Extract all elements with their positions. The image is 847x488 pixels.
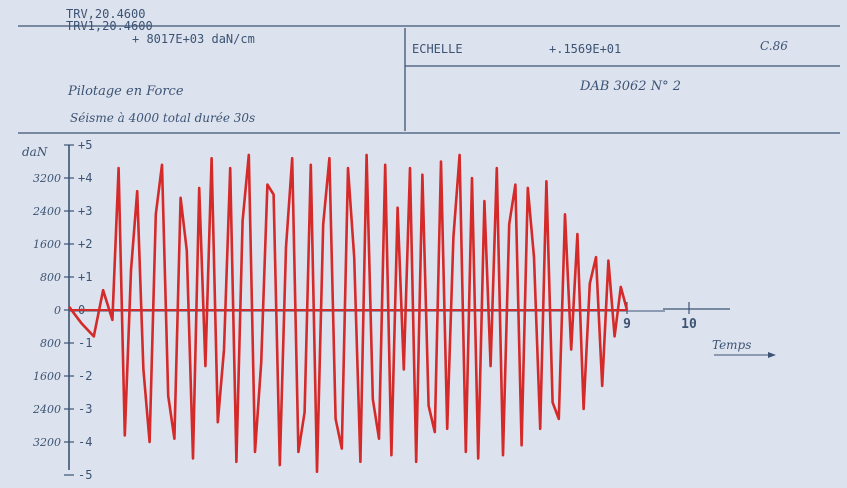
y-tick-label-left: 0 bbox=[54, 304, 61, 317]
y-tick-label-left: 3200 bbox=[33, 436, 61, 449]
y-tick-label-left: 800 bbox=[40, 271, 61, 284]
x-tick-label: 9 bbox=[623, 317, 631, 332]
y-tick-label-left: 800 bbox=[40, 337, 61, 350]
x-tick-label: 10 bbox=[681, 317, 697, 332]
header-line-3: + 8017E+03 daN/cm bbox=[132, 32, 255, 46]
y-tick-label-left: 2400 bbox=[32, 205, 61, 218]
tick-layer: +5+4+3+2+10-1-2-3-4-53200240016008000800… bbox=[32, 138, 697, 482]
y-tick-label-left: 1600 bbox=[33, 238, 61, 251]
signal-trace bbox=[67, 153, 629, 474]
handwritten-note-2: Séisme à 4000 total durée 30s bbox=[70, 111, 255, 125]
scale-value: +.1569E+01 bbox=[549, 42, 621, 56]
y-tick-label-right: -3 bbox=[78, 402, 92, 416]
y-tick-label-right: +3 bbox=[78, 204, 92, 218]
header-line-1: TRV,20.4600 bbox=[66, 7, 145, 21]
y-tick-label-left: 3200 bbox=[33, 172, 61, 185]
handwritten-note-1: Pilotage en Force bbox=[67, 84, 184, 99]
y-tick-label-right: -4 bbox=[78, 435, 92, 449]
trace-layer bbox=[67, 153, 629, 474]
y-tick-label-right: -5 bbox=[78, 468, 92, 482]
scale-label: ECHELLE bbox=[412, 42, 463, 56]
unit-label: daN bbox=[22, 145, 48, 159]
y-tick-label-right: +5 bbox=[78, 138, 92, 152]
header-line-2: TRV1,20.4600 bbox=[66, 19, 153, 33]
y-tick-label-right: +1 bbox=[78, 270, 92, 284]
y-tick-label-right: -1 bbox=[78, 336, 92, 350]
dab-number: DAB 3062 N° 2 bbox=[579, 79, 681, 94]
header-frame bbox=[18, 25, 840, 134]
y-tick-label-right: -2 bbox=[78, 369, 92, 383]
time-label: Temps bbox=[712, 338, 751, 352]
y-tick-label-left: 2400 bbox=[32, 403, 61, 416]
y-tick-label-right: +4 bbox=[78, 171, 92, 185]
time-arrow-head bbox=[768, 352, 776, 358]
y-tick-label-left: 1600 bbox=[33, 370, 61, 383]
reference-code: C.86 bbox=[760, 39, 788, 53]
y-tick-label-right: +2 bbox=[78, 237, 92, 251]
